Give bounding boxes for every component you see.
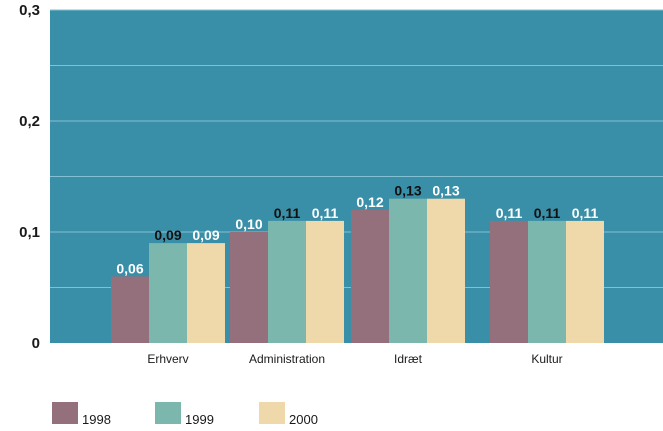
bar-1999 (268, 220, 306, 343)
data-label: 0,12 (356, 194, 383, 210)
legend: 1998 1999 2000 (52, 402, 318, 427)
x-tick-label: Administration (249, 352, 325, 366)
bar-1999 (528, 220, 566, 343)
bar-1998 (351, 209, 389, 343)
x-axis: Erhverv Administration Idræt Kultur (147, 352, 562, 366)
bars: 0,06 0,09 0,09 0,10 0,11 0,11 0,12 0,13 0,13 0,11… (111, 183, 604, 343)
data-label: 0,09 (192, 227, 219, 243)
data-label: 0,11 (572, 205, 599, 221)
bar-1998 (111, 276, 149, 343)
bar-2000 (187, 243, 225, 343)
y-tick-label: 0,2 (19, 113, 40, 130)
data-label: 0,11 (496, 205, 523, 221)
data-label: 0,06 (116, 260, 143, 276)
legend-swatch-2000 (259, 402, 285, 424)
bar-1998 (230, 232, 268, 343)
y-tick-label: 0,3 (19, 2, 40, 19)
bar-1999 (149, 243, 187, 343)
data-label: 0,11 (274, 205, 301, 221)
x-tick-label: Idræt (394, 352, 423, 366)
x-tick-label: Kultur (531, 352, 562, 366)
data-label: 0,11 (312, 205, 339, 221)
bar-2000 (427, 198, 465, 343)
data-label: 0,13 (432, 183, 459, 199)
y-axis: 0 0,1 0,2 0,3 (19, 2, 40, 352)
legend-swatch-1999 (155, 402, 181, 424)
bar-1999 (389, 198, 427, 343)
y-tick-label: 0 (32, 335, 40, 352)
legend-label-1998: 1998 (82, 412, 111, 427)
data-label: 0,11 (534, 205, 561, 221)
data-label: 0,09 (154, 227, 181, 243)
legend-label-2000: 2000 (289, 412, 318, 427)
data-label: 0,10 (235, 216, 262, 232)
data-label: 0,13 (394, 183, 421, 199)
x-tick-label: Erhverv (147, 352, 188, 366)
bar-1998 (490, 220, 528, 343)
y-tick-label: 0,1 (19, 224, 40, 241)
bar-2000 (306, 220, 344, 343)
legend-swatch-1998 (52, 402, 78, 424)
legend-label-1999: 1999 (185, 412, 214, 427)
bar-2000 (566, 220, 604, 343)
